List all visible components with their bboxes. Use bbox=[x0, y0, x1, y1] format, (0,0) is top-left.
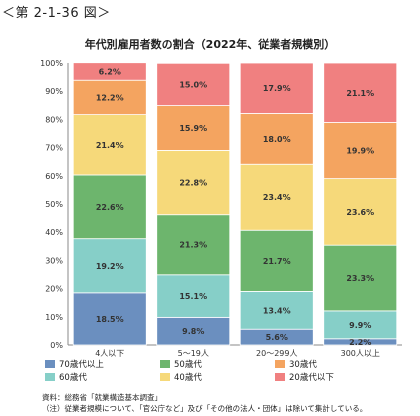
data-label: 12.2% bbox=[96, 93, 124, 102]
y-tick-label: 10% bbox=[45, 313, 63, 322]
data-label: 23.6% bbox=[346, 208, 374, 217]
data-label: 9.9% bbox=[349, 321, 371, 330]
legend-item: 60歳代 bbox=[45, 371, 87, 383]
data-label: 6.2% bbox=[99, 67, 121, 76]
note-line: （注）従業者規模について、「官公庁など」及び「その他の法人・団体」は除いて集計し… bbox=[42, 404, 368, 413]
bar-segment bbox=[239, 291, 314, 330]
y-tick-label: 0% bbox=[50, 341, 63, 350]
legend-swatch bbox=[160, 360, 170, 368]
legend-item: 40歳代 bbox=[160, 371, 202, 383]
legend-label: 40歳代 bbox=[174, 373, 202, 383]
data-label: 5.6% bbox=[266, 333, 288, 342]
data-label: 22.6% bbox=[96, 203, 124, 212]
legend-swatch bbox=[275, 373, 285, 381]
bar-segment bbox=[156, 274, 231, 318]
y-tick-label: 30% bbox=[45, 256, 63, 265]
source-notes: 資料：総務省「就業構造基本調査」 （注）従業者規模について、「官公庁など」及び「… bbox=[42, 392, 367, 414]
legend-label: 50歳代 bbox=[174, 360, 202, 370]
stacked-bar-chart: 0% 10% 20% 30% 40% 50% 60% 70% 80% 90% 100% 18.5% 19… bbox=[40, 59, 402, 358]
legend-item: 30歳代 bbox=[275, 358, 317, 370]
data-label: 9.8% bbox=[182, 327, 204, 336]
bar-segment bbox=[72, 79, 147, 116]
bar-segment bbox=[239, 113, 314, 165]
legend-item: 20歳代以下 bbox=[275, 371, 334, 383]
bar-segment bbox=[323, 244, 398, 312]
legend-swatch bbox=[45, 373, 55, 381]
y-tick-label: 60% bbox=[45, 172, 63, 181]
source-line: 資料：総務省「就業構造基本調査」 bbox=[42, 393, 162, 402]
bar-segment bbox=[239, 229, 314, 292]
bar-segment bbox=[72, 174, 147, 240]
data-label: 15.1% bbox=[179, 292, 207, 301]
bar-segment bbox=[156, 62, 231, 106]
bar-segment bbox=[72, 114, 147, 176]
bar-segment bbox=[323, 62, 398, 123]
data-label: 18.0% bbox=[263, 135, 291, 144]
legend-swatch bbox=[45, 360, 55, 368]
data-label: 22.8% bbox=[179, 179, 207, 188]
y-tick-label: 40% bbox=[45, 228, 63, 237]
bar-segment bbox=[72, 292, 147, 346]
data-label: 19.2% bbox=[96, 262, 124, 271]
bar-segment bbox=[156, 214, 231, 276]
data-label: 18.5% bbox=[96, 315, 124, 324]
y-tick-label: 90% bbox=[45, 87, 63, 96]
data-label: 21.1% bbox=[346, 89, 374, 98]
data-label: 21.7% bbox=[263, 257, 291, 266]
x-tick-label: 300人以上 bbox=[341, 349, 380, 358]
legend-label: 30歳代 bbox=[289, 360, 317, 370]
bar-segment bbox=[72, 62, 147, 81]
data-label: 21.4% bbox=[96, 141, 124, 150]
bar-segment bbox=[323, 122, 398, 180]
bar-segment bbox=[156, 105, 231, 151]
y-tick-label: 70% bbox=[45, 144, 63, 153]
legend-label: 20歳代以下 bbox=[289, 373, 334, 383]
legend-item: 50歳代 bbox=[160, 358, 202, 370]
bar-segment bbox=[239, 163, 314, 231]
y-tick-label: 80% bbox=[45, 115, 63, 124]
chart-title: 年代別雇用者数の割合（2022年、従業者規模別） bbox=[84, 38, 336, 51]
y-tick-label: 20% bbox=[45, 285, 63, 294]
data-label: 23.4% bbox=[263, 193, 291, 202]
figure-label: ＜第 2-1-36 図＞ bbox=[2, 6, 111, 21]
y-tick-label: 100% bbox=[40, 59, 63, 68]
data-label: 17.9% bbox=[263, 84, 291, 93]
legend-item: 70歳代以上 bbox=[45, 358, 104, 370]
legend-label: 60歳代 bbox=[59, 373, 87, 383]
data-label: 23.3% bbox=[346, 274, 374, 283]
data-label: 15.9% bbox=[179, 124, 207, 133]
x-tick-label: 5～19人 bbox=[178, 349, 209, 358]
data-label: 19.9% bbox=[346, 147, 374, 156]
legend-label: 70歳代以上 bbox=[59, 360, 104, 370]
data-label: 2.2% bbox=[349, 338, 371, 347]
bar-segment bbox=[239, 62, 314, 114]
bar-segment bbox=[156, 316, 231, 346]
x-tick-label: 20～299人 bbox=[256, 349, 297, 358]
data-label: 15.0% bbox=[179, 80, 207, 89]
bar-segment bbox=[323, 310, 398, 340]
x-tick-label: 4人以下 bbox=[95, 349, 124, 358]
y-tick-label: 50% bbox=[45, 200, 63, 209]
data-label: 13.4% bbox=[263, 306, 291, 315]
data-label: 21.3% bbox=[179, 241, 207, 250]
legend-swatch bbox=[160, 373, 170, 381]
legend-swatch bbox=[275, 360, 285, 368]
